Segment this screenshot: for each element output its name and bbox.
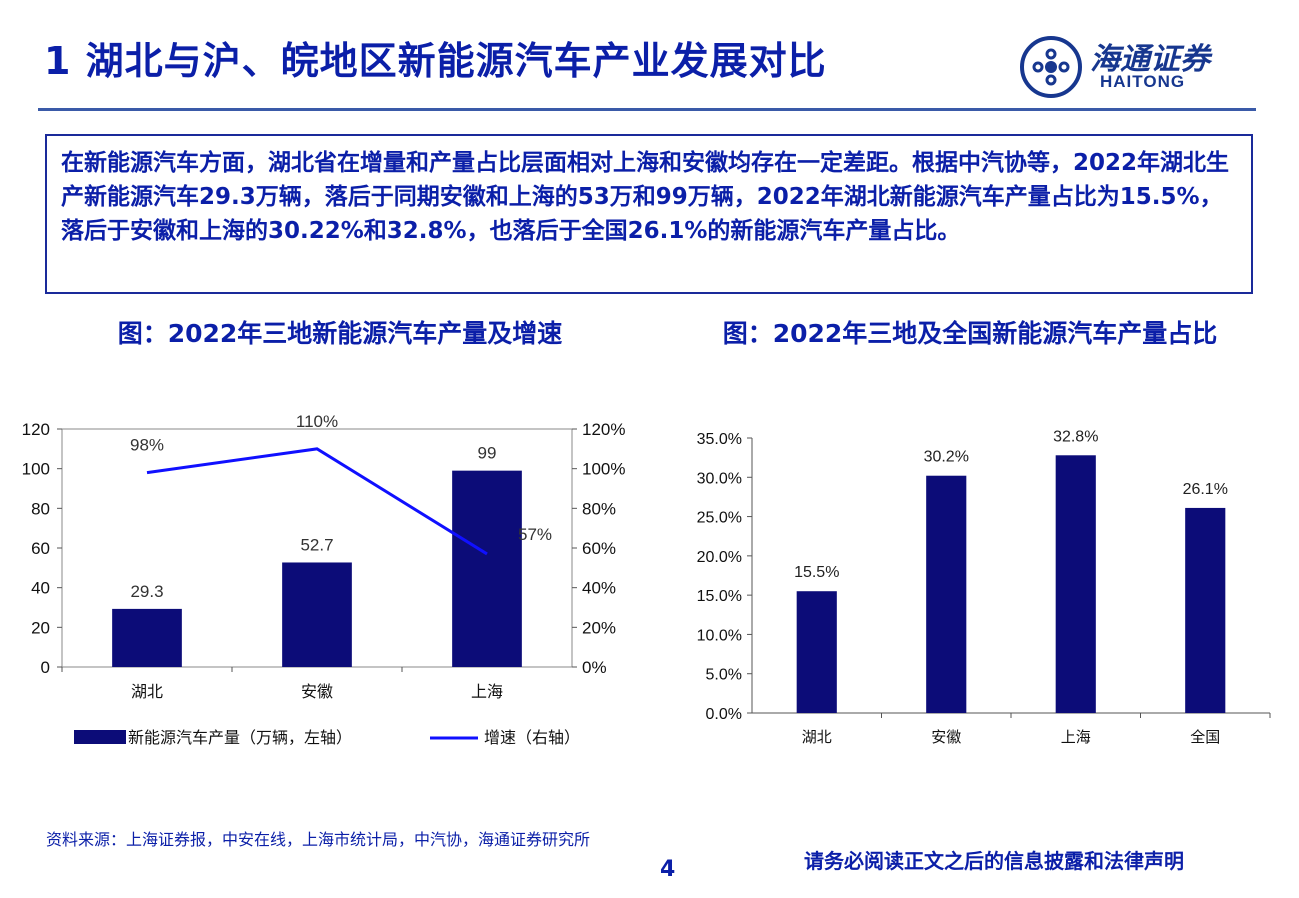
x-tick-label: 安徽	[931, 729, 961, 746]
y-right-tick-label: 40%	[582, 579, 616, 598]
y-tick-label: 10.0%	[697, 627, 742, 644]
y-left-tick-label: 20	[31, 618, 50, 637]
bar-data-label: 52.7	[300, 535, 333, 554]
x-tick-label: 上海	[1061, 729, 1091, 746]
bar-data-label: 29.3	[130, 582, 163, 601]
bar	[1185, 507, 1226, 713]
bar	[452, 470, 522, 667]
y-left-tick-label: 100	[22, 460, 50, 479]
y-left-tick-label: 60	[31, 539, 50, 558]
x-tick-label: 安徽	[301, 683, 333, 701]
bar	[282, 562, 352, 667]
bar-data-label: 26.1%	[1183, 481, 1228, 498]
y-left-tick-label: 120	[22, 420, 50, 439]
page-title: 1 湖北与沪、皖地区新能源汽车产业发展对比	[44, 39, 827, 83]
y-tick-label: 35.0%	[697, 431, 742, 448]
line-data-label: 57%	[518, 525, 552, 544]
growth-line	[146, 447, 488, 556]
y-tick-label: 5.0%	[706, 667, 742, 684]
page-number: 4	[660, 857, 676, 882]
legend-line-label: 增速（右轴）	[484, 729, 580, 747]
y-tick-label: 0.0%	[706, 706, 742, 723]
x-tick-label: 湖北	[802, 729, 832, 746]
legend-bar-label: 新能源汽车产量（万辆，左轴）	[128, 729, 352, 747]
chart2-title: 图：2022年三地及全国新能源汽车产量占比	[722, 319, 1218, 348]
y-tick-label: 30.0%	[697, 470, 742, 487]
x-tick-label: 上海	[471, 683, 503, 701]
haitong-emblem-icon	[1020, 36, 1082, 98]
bar-data-label: 99	[478, 444, 497, 463]
y-right-tick-label: 0%	[582, 658, 607, 677]
logo-text-cn: 海通证券	[1090, 42, 1210, 77]
line-data-label: 110%	[296, 412, 338, 431]
bar-data-label: 30.2%	[924, 449, 969, 466]
bar	[1055, 455, 1096, 713]
bar	[796, 591, 837, 713]
x-tick-label: 全国	[1190, 728, 1220, 746]
y-left-tick-label: 80	[31, 499, 50, 518]
legend-bar-swatch	[74, 730, 126, 744]
y-right-tick-label: 120%	[582, 420, 625, 439]
bar-data-label: 15.5%	[794, 564, 839, 581]
summary-text: 在新能源汽车方面，湖北省在增量和产量占比层面相对上海和安徽均存在一定差距。根据中…	[61, 150, 1230, 244]
chart1-title: 图：2022年三地新能源汽车产量及增速	[117, 319, 563, 348]
logo-text-en: HAITONG	[1100, 72, 1186, 91]
disclaimer: 请务必阅读正文之后的信息披露和法律声明	[804, 849, 1184, 873]
y-right-tick-label: 60%	[582, 539, 616, 558]
line-data-label: 98%	[130, 436, 164, 455]
x-tick-label: 湖北	[131, 683, 163, 701]
y-tick-label: 20.0%	[697, 549, 742, 566]
haitong-logo: 海通证券 HAITONG	[1020, 34, 1260, 100]
y-right-tick-label: 100%	[582, 460, 625, 479]
summary-box: 在新能源汽车方面，湖北省在增量和产量占比层面相对上海和安徽均存在一定差距。根据中…	[45, 134, 1253, 294]
bar-data-label: 32.8%	[1053, 428, 1098, 445]
y-right-tick-label: 20%	[582, 618, 616, 637]
header-divider	[38, 108, 1256, 111]
bar	[926, 475, 967, 713]
bar	[112, 608, 182, 667]
share-chart: 0.0% 5.0% 10.0% 15.0% 20.0% 25.0% 30.0% 35.0% 15…	[697, 428, 1271, 746]
y-left-tick-label: 0	[41, 658, 50, 677]
y-left-tick-label: 40	[31, 579, 50, 598]
production-growth-chart: 0 20 40 60 80 100 120 0% 20% 40% 60% 80% 100% 120% 29.…	[22, 412, 626, 747]
y-tick-label: 15.0%	[697, 588, 742, 605]
source-note: 资料来源：上海证券报，中安在线，上海市统计局，中汽协，海通证券研究所	[46, 830, 591, 849]
y-tick-label: 25.0%	[697, 510, 742, 527]
y-right-tick-label: 80%	[582, 499, 616, 518]
